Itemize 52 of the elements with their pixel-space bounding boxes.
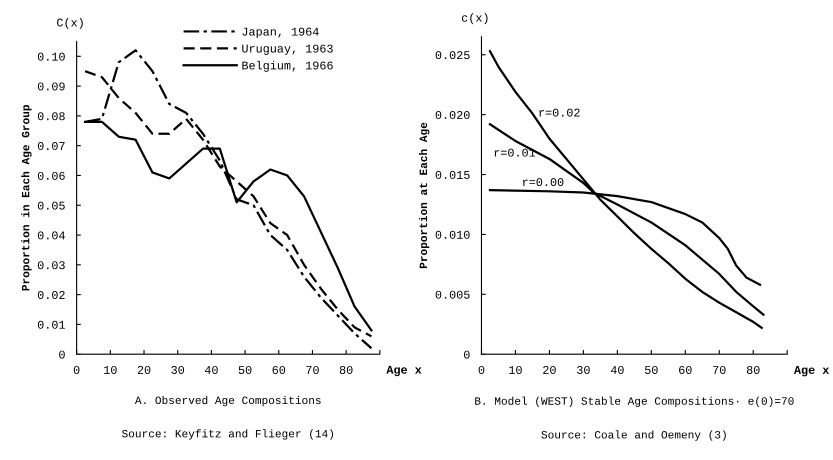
text: C(x) bbox=[57, 18, 83, 29]
x-tick-label: 70 bbox=[713, 366, 726, 374]
y-tick-label: 0.020 bbox=[436, 111, 470, 120]
source-note: Source: Coale and Oemeny (3) bbox=[541, 430, 726, 441]
x-tick-label: 0 bbox=[478, 366, 484, 374]
legend-label: Uruguay, 1963 bbox=[242, 44, 333, 55]
x-tick-label: 60 bbox=[272, 366, 286, 374]
y-tick-label: 0.05 bbox=[38, 202, 65, 210]
x-tick-label: 50 bbox=[238, 366, 252, 374]
y-tick-label: 0.01 bbox=[38, 320, 65, 329]
x-tick-label: 10 bbox=[104, 366, 117, 374]
series-label: r=0.00 bbox=[523, 178, 564, 186]
x-tick-label: 10 bbox=[509, 366, 522, 374]
legend-label: Japan, 1964 bbox=[242, 28, 319, 38]
y-tick-label: 0 bbox=[59, 350, 65, 359]
x-tick-label: 60 bbox=[679, 366, 692, 374]
y-tick-label: 0.04 bbox=[38, 231, 65, 240]
x-tick-label: 50 bbox=[644, 366, 658, 374]
y-tick-label: 0.06 bbox=[38, 172, 65, 180]
y-tick-label: 0.02 bbox=[38, 291, 65, 300]
y-tick-label: 0.08 bbox=[38, 112, 65, 120]
x-tick-label: 80 bbox=[340, 366, 353, 374]
x-tick-label: 0 bbox=[74, 366, 80, 374]
y-tick-label: 0.10 bbox=[38, 52, 65, 61]
x-tick-label: 20 bbox=[543, 366, 556, 374]
source-note: Source: Keyfitz and Flieger (14) bbox=[122, 429, 334, 440]
y-tick-label: 0.03 bbox=[38, 261, 65, 270]
x-tick-label: 40 bbox=[610, 366, 624, 374]
x-tick-label: 80 bbox=[746, 366, 760, 374]
x-tick-label: 70 bbox=[306, 366, 319, 374]
text: c(x) bbox=[462, 13, 488, 24]
text: B. Model (WEST) Stable Age Compositions· e(0)=70 bbox=[475, 396, 794, 408]
x-axis-title: Age x bbox=[794, 366, 830, 376]
line-series bbox=[488, 50, 763, 329]
y-tick-label: 0.010 bbox=[436, 230, 470, 239]
y-tick-label: 0.025 bbox=[436, 51, 470, 60]
y-tick-label: 0.015 bbox=[436, 170, 470, 179]
text: A. Observed Age Compositions bbox=[134, 396, 321, 406]
series-label: r=0.02 bbox=[539, 108, 580, 117]
legend-label: Belgium, 1966 bbox=[242, 60, 333, 72]
x-axis-title: Age x bbox=[386, 366, 422, 376]
x-tick-label: 30 bbox=[577, 366, 590, 374]
y-tick-label: 0.09 bbox=[38, 82, 65, 90]
x-tick-label: 40 bbox=[204, 366, 218, 374]
y-axis-title: Proportion in Each Age Group bbox=[21, 104, 32, 290]
x-tick-label: 30 bbox=[171, 366, 184, 374]
y-axis-title: Proportion at Each Age bbox=[418, 122, 430, 268]
y-tick-label: 0 bbox=[464, 350, 470, 359]
y-tick-label: 0.005 bbox=[436, 290, 470, 299]
x-tick-label: 20 bbox=[138, 366, 150, 374]
y-tick-label: 0.07 bbox=[38, 142, 65, 150]
series-label: r=0.01 bbox=[494, 148, 536, 157]
